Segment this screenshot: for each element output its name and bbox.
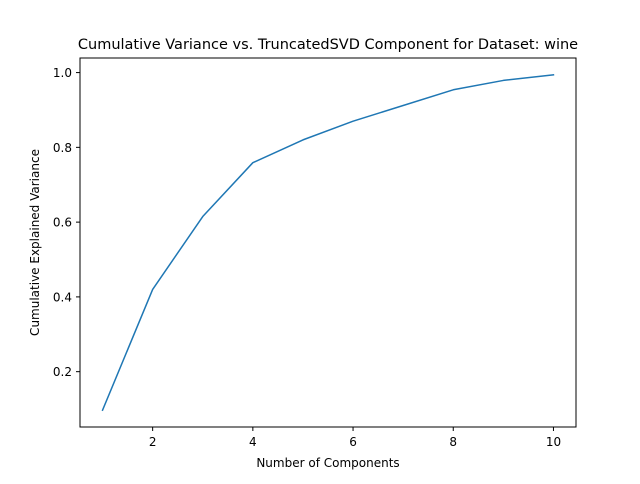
y-tick-label: 0.8 [53, 141, 72, 155]
x-axis-label: Number of Components [256, 456, 399, 470]
x-tick-label: 2 [149, 435, 157, 449]
axis-ticks: 2 4 6 8 10 0.2 0.4 0.6 0.8 1.0 [53, 66, 561, 449]
x-tick-label: 6 [349, 435, 357, 449]
y-axis-label: Cumulative Explained Variance [28, 149, 42, 336]
x-tick-label: 10 [546, 435, 561, 449]
plot-area [103, 75, 554, 410]
y-tick-label: 0.2 [53, 365, 72, 379]
y-tick-label: 0.4 [53, 290, 72, 304]
plot-frame [80, 58, 576, 427]
y-tick-label: 0.6 [53, 216, 72, 230]
x-tick-label: 4 [249, 435, 257, 449]
y-tick-label: 1.0 [53, 66, 72, 80]
x-tick-label: 8 [449, 435, 457, 449]
series-line [103, 75, 554, 410]
chart-title: Cumulative Variance vs. TruncatedSVD Com… [78, 37, 578, 53]
